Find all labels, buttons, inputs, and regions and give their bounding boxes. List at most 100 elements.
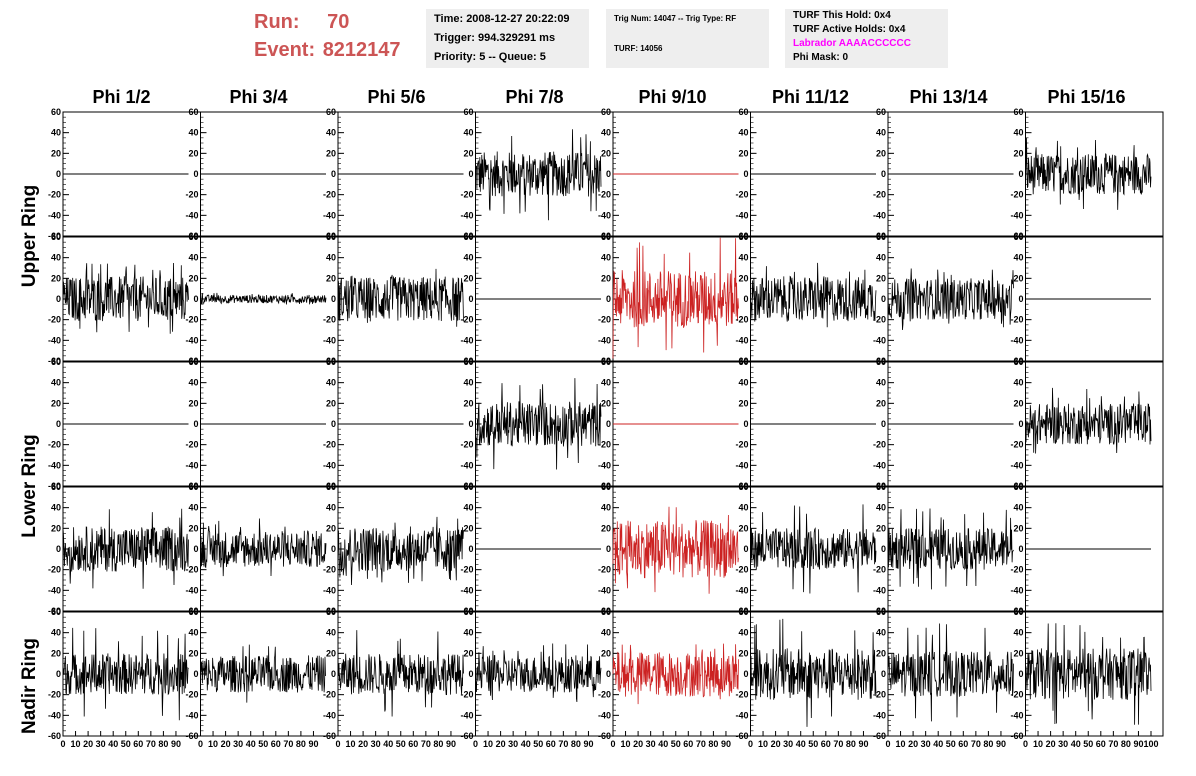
- y-tick-label: -20: [598, 440, 611, 450]
- y-tick-label: 20: [188, 398, 198, 408]
- phi-header-8: Phi 15/16: [1047, 87, 1126, 107]
- y-tick-label: -40: [735, 460, 748, 470]
- y-tick-label: 60: [1013, 607, 1023, 617]
- x-tick-label: 40: [658, 739, 668, 749]
- x-tick-label: 50: [533, 739, 543, 749]
- y-tick-label: 60: [738, 482, 748, 492]
- waveform-trace: [887, 623, 1014, 722]
- x-tick-label: 30: [508, 739, 518, 749]
- x-tick-label: 0: [1023, 739, 1028, 749]
- y-tick-label: -40: [873, 210, 886, 220]
- labrador-text: Labrador AAAACCCCCC: [793, 38, 911, 49]
- y-tick-label: 60: [876, 232, 886, 242]
- y-tick-label: 0: [743, 419, 748, 429]
- x-tick-label: 30: [783, 739, 793, 749]
- trig-num-text: Trig Num: 14047 -- Trig Type: RF: [614, 14, 737, 23]
- y-tick-label: 40: [601, 628, 611, 638]
- x-tick-label: 50: [1083, 739, 1093, 749]
- y-tick-label: 0: [1018, 169, 1023, 179]
- y-tick-label: 40: [1013, 628, 1023, 638]
- phi-header-6: Phi 11/12: [771, 87, 850, 107]
- y-tick-label: 20: [463, 398, 473, 408]
- y-tick-label: 40: [326, 378, 336, 388]
- y-tick-label: -60: [323, 731, 336, 741]
- y-tick-label: 0: [468, 169, 473, 179]
- priority-text: Priority: 5 -- Queue: 5: [434, 51, 546, 63]
- y-tick-label: -20: [323, 440, 336, 450]
- y-tick-label: -20: [323, 565, 336, 575]
- x-tick-label: 0: [473, 739, 478, 749]
- y-tick-label: 60: [463, 232, 473, 242]
- phi-header-7: Phi 13/14: [909, 87, 988, 107]
- y-tick-label: 20: [463, 148, 473, 158]
- y-tick-label: 0: [193, 169, 198, 179]
- y-tick-label: -60: [48, 481, 61, 491]
- y-tick-label: 0: [881, 669, 886, 679]
- y-tick-label: -60: [48, 606, 61, 616]
- y-tick-label: 20: [188, 648, 198, 658]
- y-tick-label: -60: [598, 356, 611, 366]
- phi-header-3: Phi 5/6: [367, 87, 426, 107]
- y-tick-label: 0: [606, 669, 611, 679]
- y-tick-label: 0: [1018, 419, 1023, 429]
- y-tick-label: -40: [598, 460, 611, 470]
- y-tick-label: 40: [876, 628, 886, 638]
- event-label-text: Event:: [254, 39, 316, 61]
- y-tick-label: -40: [873, 585, 886, 595]
- y-tick-label: -40: [185, 710, 198, 720]
- y-tick-label: -20: [735, 565, 748, 575]
- y-tick-label: -60: [460, 731, 473, 741]
- y-tick-label: 60: [738, 357, 748, 367]
- x-tick-label: 50: [808, 739, 818, 749]
- phi-header-2: Phi 3/4: [229, 87, 288, 107]
- y-tick-label: 20: [326, 648, 336, 658]
- y-tick-label: -40: [460, 210, 473, 220]
- y-tick-label: -60: [735, 606, 748, 616]
- y-tick-label: 40: [738, 628, 748, 638]
- y-tick-label: 40: [326, 503, 336, 513]
- y-tick-label: -20: [460, 190, 473, 200]
- y-tick-label: 0: [743, 669, 748, 679]
- y-tick-label: 20: [601, 398, 611, 408]
- y-tick-label: 40: [188, 503, 198, 513]
- y-tick-label: 20: [601, 523, 611, 533]
- y-tick-label: 40: [463, 503, 473, 513]
- x-tick-label: 90: [1133, 739, 1143, 749]
- y-tick-label: -20: [735, 315, 748, 325]
- y-tick-label: 20: [326, 523, 336, 533]
- x-tick-label: 80: [296, 739, 306, 749]
- y-tick-label: 40: [876, 253, 886, 263]
- y-tick-label: 60: [51, 107, 61, 117]
- y-tick-label: -20: [48, 190, 61, 200]
- y-tick-label: 0: [606, 294, 611, 304]
- y-tick-label: 40: [463, 628, 473, 638]
- y-tick-label: -40: [735, 585, 748, 595]
- y-tick-label: 60: [601, 482, 611, 492]
- y-tick-label: 40: [188, 128, 198, 138]
- y-tick-label: -60: [735, 356, 748, 366]
- y-tick-label: -60: [873, 356, 886, 366]
- y-tick-label: -20: [873, 190, 886, 200]
- y-tick-label: -60: [598, 606, 611, 616]
- y-tick-label: -20: [48, 565, 61, 575]
- y-tick-label: 60: [326, 232, 336, 242]
- y-tick-label: -20: [323, 315, 336, 325]
- y-tick-label: -20: [598, 690, 611, 700]
- y-tick-label: -20: [185, 315, 198, 325]
- waveform-trace: [337, 268, 464, 327]
- y-tick-label: -20: [460, 440, 473, 450]
- y-tick-label: 60: [876, 107, 886, 117]
- x-tick-label: 20: [496, 739, 506, 749]
- y-tick-label: 20: [326, 148, 336, 158]
- x-tick-label: 30: [233, 739, 243, 749]
- phi-header-1: Phi 1/2: [92, 87, 151, 107]
- y-tick-label: -60: [598, 481, 611, 491]
- y-tick-label: 40: [326, 253, 336, 263]
- y-tick-label: -20: [1010, 690, 1023, 700]
- y-tick-label: 60: [188, 357, 198, 367]
- x-tick-label: 20: [83, 739, 93, 749]
- waveform-trace: [475, 378, 602, 470]
- waveform-trace: [887, 508, 1014, 590]
- y-tick-label: -60: [873, 481, 886, 491]
- x-tick-label: 80: [433, 739, 443, 749]
